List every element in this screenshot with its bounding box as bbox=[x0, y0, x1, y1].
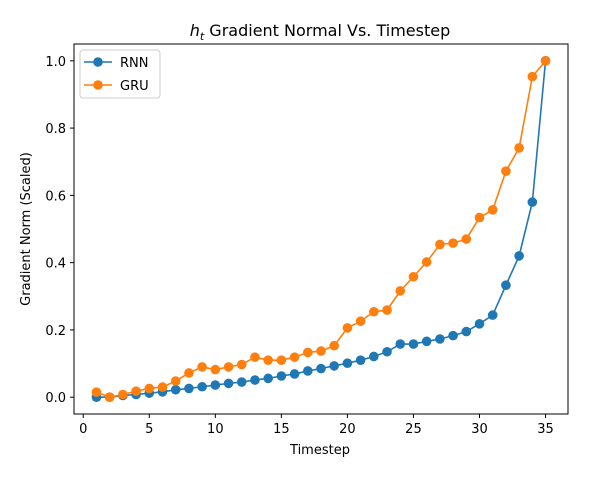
point-gru-1 bbox=[91, 387, 102, 397]
x-tick-label-0: 0 bbox=[79, 422, 87, 437]
point-rnn-33 bbox=[514, 251, 524, 261]
point-gru-18 bbox=[316, 346, 326, 356]
point-rnn-29 bbox=[461, 326, 472, 337]
x-tick-label-3: 15 bbox=[273, 422, 290, 437]
point-rnn-8 bbox=[184, 383, 194, 394]
x-tick-label-6: 30 bbox=[471, 422, 488, 437]
point-gru-25 bbox=[408, 271, 419, 282]
point-rnn-14 bbox=[263, 373, 273, 384]
point-gru-13 bbox=[250, 352, 260, 362]
x-tick-label-4: 20 bbox=[339, 422, 356, 437]
point-gru-14 bbox=[263, 355, 273, 365]
y-tick-label-3: 0.6 bbox=[45, 189, 66, 204]
point-rnn-28 bbox=[448, 330, 458, 341]
legend-label-rnn: RNN bbox=[120, 56, 148, 71]
point-rnn-10 bbox=[210, 380, 221, 390]
x-tick-label-7: 35 bbox=[537, 422, 554, 437]
legend-label-gru: GRU bbox=[120, 79, 149, 94]
point-gru-11 bbox=[223, 362, 234, 372]
point-rnn-23 bbox=[382, 346, 392, 357]
point-gru-31 bbox=[487, 205, 498, 215]
point-gru-33 bbox=[514, 143, 524, 153]
point-gru-7 bbox=[170, 376, 181, 386]
point-gru-34 bbox=[527, 71, 538, 82]
point-rnn-12 bbox=[236, 377, 247, 387]
series-layer bbox=[91, 56, 551, 402]
point-rnn-13 bbox=[250, 375, 260, 385]
plot-frame bbox=[73, 43, 569, 415]
point-rnn-34 bbox=[527, 197, 538, 207]
point-gru-32 bbox=[501, 166, 511, 176]
point-rnn-25 bbox=[408, 339, 419, 349]
y-axis: 0.0 0.2 0.4 0.6 0.8 1.0 bbox=[45, 55, 74, 406]
point-gru-35 bbox=[540, 56, 551, 66]
point-rnn-18 bbox=[316, 363, 326, 374]
point-gru-16 bbox=[289, 352, 300, 362]
point-gru-10 bbox=[210, 364, 221, 375]
x-tick-label-2: 10 bbox=[207, 422, 224, 437]
point-gru-28 bbox=[448, 238, 458, 248]
point-rnn-30 bbox=[474, 319, 485, 329]
point-gru-30 bbox=[474, 212, 485, 223]
point-gru-9 bbox=[197, 362, 207, 372]
point-gru-8 bbox=[184, 368, 194, 378]
point-rnn-20 bbox=[342, 358, 353, 369]
y-tick-label-2: 0.4 bbox=[45, 257, 66, 272]
point-gru-24 bbox=[395, 286, 406, 296]
point-rnn-32 bbox=[501, 280, 511, 290]
legend-marker-rnn bbox=[93, 57, 103, 67]
point-rnn-17 bbox=[302, 366, 313, 376]
point-rnn-21 bbox=[355, 355, 366, 365]
y-axis-label: Gradient Norm (Scaled) bbox=[19, 152, 34, 306]
point-gru-22 bbox=[369, 306, 379, 317]
legend: RNN GRU bbox=[79, 49, 161, 99]
point-rnn-9 bbox=[197, 381, 207, 392]
point-gru-26 bbox=[421, 257, 432, 267]
point-gru-15 bbox=[276, 355, 287, 365]
point-rnn-15 bbox=[276, 371, 287, 381]
y-tick-label-5: 1.0 bbox=[45, 55, 66, 70]
point-gru-4 bbox=[131, 386, 141, 396]
point-rnn-11 bbox=[223, 378, 234, 389]
y-tick-label-1: 0.2 bbox=[45, 324, 66, 339]
point-gru-19 bbox=[329, 340, 340, 351]
point-gru-5 bbox=[144, 383, 155, 394]
point-gru-2 bbox=[104, 392, 115, 402]
chart-title: ht Gradient Normal Vs. Timestep bbox=[190, 21, 450, 43]
y-tick-label-4: 0.8 bbox=[45, 122, 66, 137]
point-rnn-26 bbox=[421, 336, 432, 347]
point-rnn-24 bbox=[395, 339, 406, 349]
point-gru-6 bbox=[157, 382, 168, 392]
point-rnn-7 bbox=[170, 384, 181, 395]
point-rnn-19 bbox=[329, 361, 340, 371]
point-rnn-27 bbox=[435, 334, 445, 344]
legend-marker-gru bbox=[93, 80, 103, 90]
x-axis-label: Timestep bbox=[289, 443, 350, 458]
point-rnn-31 bbox=[487, 310, 498, 320]
x-tick-label-1: 5 bbox=[145, 422, 153, 437]
point-gru-12 bbox=[236, 359, 247, 370]
point-gru-20 bbox=[342, 323, 353, 333]
point-gru-23 bbox=[382, 305, 392, 315]
x-tick-label-5: 25 bbox=[405, 422, 422, 437]
point-gru-3 bbox=[118, 389, 128, 400]
point-gru-27 bbox=[435, 239, 445, 250]
point-gru-21 bbox=[355, 316, 366, 326]
point-gru-17 bbox=[302, 347, 313, 358]
point-rnn-22 bbox=[369, 351, 379, 362]
y-tick-label-0: 0.0 bbox=[45, 391, 66, 406]
point-rnn-16 bbox=[289, 369, 300, 379]
x-axis: 0 5 10 15 20 25 30 35 bbox=[79, 414, 554, 437]
point-gru-29 bbox=[461, 234, 472, 244]
